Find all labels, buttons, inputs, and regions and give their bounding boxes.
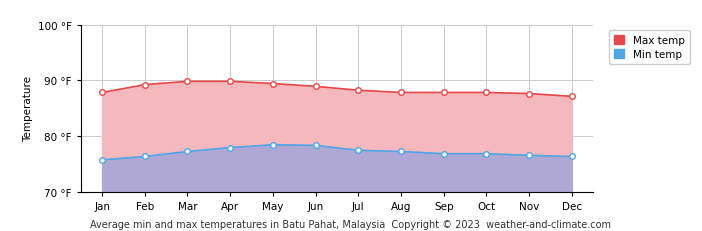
Y-axis label: Temperature: Temperature — [24, 76, 34, 141]
Legend: Max temp, Min temp: Max temp, Min temp — [609, 30, 689, 65]
Text: Average min and max temperatures in Batu Pahat, Malaysia  Copyright © 2023  weat: Average min and max temperatures in Batu… — [91, 219, 611, 229]
